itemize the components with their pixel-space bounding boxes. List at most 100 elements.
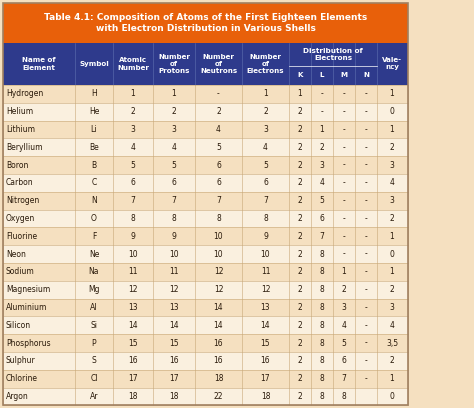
Text: 7: 7 (319, 232, 324, 241)
Text: Sulphur: Sulphur (6, 357, 36, 366)
Text: 17: 17 (261, 374, 270, 383)
Text: M: M (340, 72, 347, 78)
Text: 2: 2 (390, 285, 394, 294)
Text: 15: 15 (261, 339, 270, 348)
Text: K: K (297, 72, 303, 78)
Text: 9: 9 (130, 232, 136, 241)
Text: 5: 5 (216, 143, 221, 152)
Text: -: - (365, 143, 367, 152)
Bar (3, 3, 408, 406)
Text: 3: 3 (263, 125, 268, 134)
Text: -: - (343, 161, 346, 170)
Text: 6: 6 (216, 161, 221, 170)
Text: 18: 18 (128, 392, 138, 401)
Bar (3, 245, 408, 263)
Text: 6: 6 (342, 357, 346, 366)
Text: 4: 4 (390, 321, 394, 330)
Text: 3: 3 (390, 303, 394, 312)
Bar (3, 85, 408, 103)
Text: Ar: Ar (90, 392, 98, 401)
Text: 1: 1 (298, 89, 302, 98)
Text: 10: 10 (214, 250, 223, 259)
Text: -: - (343, 250, 346, 259)
Text: 2: 2 (298, 357, 302, 366)
Text: Neon: Neon (6, 250, 26, 259)
Text: 2: 2 (298, 232, 302, 241)
Text: 2: 2 (298, 374, 302, 383)
Text: -: - (365, 214, 367, 223)
Text: 2: 2 (298, 107, 302, 116)
Text: -: - (320, 89, 323, 98)
Bar (3, 316, 408, 334)
Text: 1: 1 (390, 232, 394, 241)
Text: Sodium: Sodium (6, 267, 35, 276)
Text: Argon: Argon (6, 392, 29, 401)
Text: -: - (343, 232, 346, 241)
Text: Mg: Mg (88, 285, 100, 294)
Text: Aluminium: Aluminium (6, 303, 47, 312)
Text: 15: 15 (128, 339, 138, 348)
Text: 5: 5 (263, 161, 268, 170)
Text: Beryllium: Beryllium (6, 143, 43, 152)
Text: 12: 12 (169, 285, 179, 294)
Text: 16: 16 (128, 357, 138, 366)
Bar (3, 263, 408, 281)
Text: Chlorine: Chlorine (6, 374, 38, 383)
Text: 10: 10 (261, 250, 270, 259)
Text: 12: 12 (261, 285, 270, 294)
Text: -: - (365, 303, 367, 312)
Bar (3, 138, 408, 156)
Text: 8: 8 (131, 214, 136, 223)
Text: 6: 6 (319, 214, 324, 223)
Text: -: - (365, 196, 367, 205)
Text: 14: 14 (169, 321, 179, 330)
Text: 9: 9 (172, 232, 176, 241)
Text: Oxygen: Oxygen (6, 214, 35, 223)
Text: Helium: Helium (6, 107, 33, 116)
Text: 12: 12 (128, 285, 138, 294)
Text: Number
of
Neutrons: Number of Neutrons (200, 54, 237, 74)
Text: 2: 2 (298, 392, 302, 401)
Text: 17: 17 (128, 374, 138, 383)
Text: -: - (365, 161, 367, 170)
Bar (3, 388, 408, 406)
Text: 0: 0 (390, 107, 394, 116)
Bar (3, 299, 408, 316)
Text: L: L (320, 72, 324, 78)
Text: Fluorine: Fluorine (6, 232, 37, 241)
Text: 2: 2 (342, 285, 346, 294)
Text: 1: 1 (319, 125, 324, 134)
Bar (3, 192, 408, 210)
Text: Na: Na (89, 267, 99, 276)
Text: Table 4.1: Composition of Atoms of the First Eighteen Elements
with Electron Dis: Table 4.1: Composition of Atoms of the F… (44, 13, 367, 33)
Text: 18: 18 (214, 374, 223, 383)
Text: 11: 11 (169, 267, 179, 276)
Text: 1: 1 (390, 89, 394, 98)
Text: 4: 4 (130, 143, 136, 152)
Text: 10: 10 (128, 250, 138, 259)
Text: He: He (89, 107, 99, 116)
Text: 4: 4 (390, 178, 394, 187)
Text: 16: 16 (169, 357, 179, 366)
Text: 8: 8 (319, 374, 324, 383)
Text: H: H (91, 89, 97, 98)
Text: 5: 5 (319, 196, 324, 205)
Text: -: - (343, 214, 346, 223)
Text: O: O (91, 214, 97, 223)
Bar (3, 121, 408, 138)
Text: 6: 6 (263, 178, 268, 187)
Text: 5: 5 (342, 339, 346, 348)
Text: 0: 0 (390, 392, 394, 401)
Text: 16: 16 (214, 357, 223, 366)
Text: 3: 3 (390, 196, 394, 205)
Text: Name of
Element: Name of Element (22, 58, 56, 71)
Text: 7: 7 (216, 196, 221, 205)
Bar (3, 103, 408, 121)
Text: 2: 2 (298, 161, 302, 170)
Text: 9: 9 (263, 232, 268, 241)
Text: 1: 1 (390, 125, 394, 134)
Text: 2: 2 (298, 303, 302, 312)
Text: 13: 13 (128, 303, 138, 312)
Text: -: - (365, 339, 367, 348)
Text: 14: 14 (214, 303, 223, 312)
